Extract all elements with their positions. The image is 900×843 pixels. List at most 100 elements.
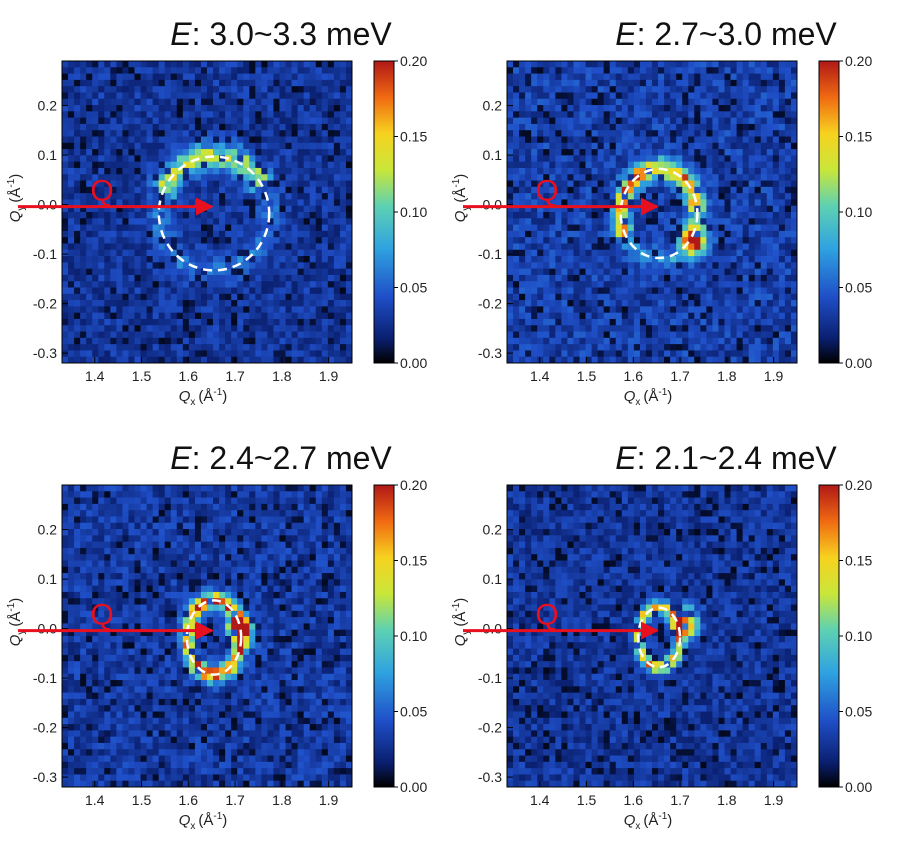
- heatmap-cell: [68, 92, 74, 99]
- heatmap-cell: [749, 250, 755, 257]
- heatmap-cell: [640, 61, 646, 68]
- heatmap-cell: [189, 105, 195, 112]
- heatmap-cell: [189, 325, 195, 332]
- heatmap-cell: [652, 332, 658, 339]
- heatmap-cell: [195, 86, 201, 93]
- heatmap-cell: [147, 130, 153, 137]
- heatmap-cell: [261, 332, 267, 339]
- heatmap-cell: [261, 105, 267, 112]
- heatmap-cell: [531, 137, 537, 144]
- heatmap-cell: [598, 92, 604, 99]
- heatmap-cell: [141, 516, 147, 523]
- heatmap-cell: [652, 80, 658, 87]
- heatmap-cell: [543, 155, 549, 162]
- heatmap-cell: [634, 181, 640, 188]
- heatmap-cell: [694, 357, 700, 364]
- heatmap-cell: [316, 491, 322, 498]
- heatmap-cell: [706, 269, 712, 276]
- heatmap-cell: [183, 269, 189, 276]
- heatmap-cell: [682, 332, 688, 339]
- heatmap-cell: [779, 225, 785, 232]
- heatmap-cell: [664, 294, 670, 301]
- heatmap-cell: [779, 130, 785, 137]
- heatmap-cell: [322, 313, 328, 320]
- heatmap-cell: [580, 332, 586, 339]
- heatmap-cell: [785, 300, 791, 307]
- heatmap-cell: [177, 504, 183, 511]
- heatmap-cell: [737, 332, 743, 339]
- heatmap-cell: [334, 313, 340, 320]
- heatmap-cell: [165, 237, 171, 244]
- heatmap-cell: [237, 504, 243, 511]
- heatmap-cell: [598, 250, 604, 257]
- heatmap-cell: [104, 498, 110, 505]
- heatmap-cell: [334, 61, 340, 68]
- heatmap-cell: [328, 319, 334, 326]
- heatmap-cell: [249, 212, 255, 219]
- heatmap-cell: [706, 206, 712, 213]
- heatmap-cell: [646, 92, 652, 99]
- heatmap-cell: [586, 294, 592, 301]
- heatmap-cell: [243, 105, 249, 112]
- heatmap-cell: [243, 143, 249, 150]
- heatmap-cell: [147, 485, 153, 492]
- heatmap-cell: [525, 149, 531, 156]
- heatmap-cell: [706, 111, 712, 118]
- heatmap-cell: [567, 149, 573, 156]
- heatmap-cell: [189, 269, 195, 276]
- heatmap-cell: [267, 357, 273, 364]
- heatmap-cell: [688, 306, 694, 313]
- heatmap-cell: [267, 344, 273, 351]
- heatmap-cell: [531, 143, 537, 150]
- heatmap-cell: [286, 491, 292, 498]
- heatmap-cell: [567, 275, 573, 282]
- heatmap-cell: [694, 250, 700, 257]
- heatmap-cell: [249, 231, 255, 238]
- heatmap-cell: [328, 344, 334, 351]
- heatmap-cell: [62, 262, 68, 269]
- heatmap-cell: [340, 256, 346, 263]
- heatmap-cell: [340, 338, 346, 345]
- heatmap-cell: [749, 206, 755, 213]
- heatmap-cell: [791, 212, 797, 219]
- heatmap-cell: [622, 319, 628, 326]
- heatmap-cell: [207, 350, 213, 357]
- heatmap-cell: [243, 491, 249, 498]
- heatmap-cell: [682, 262, 688, 269]
- x-tick-label: 1.9: [764, 368, 784, 384]
- heatmap-cell: [658, 237, 664, 244]
- heatmap-cell: [328, 149, 334, 156]
- heatmap-cell: [189, 118, 195, 125]
- heatmap-cell: [586, 99, 592, 106]
- heatmap-cell: [201, 504, 207, 511]
- heatmap-cell: [159, 325, 165, 332]
- heatmap-cell: [298, 344, 304, 351]
- heatmap-cell: [310, 124, 316, 131]
- heatmap-cell: [712, 99, 718, 106]
- heatmap-cell: [334, 306, 340, 313]
- heatmap-cell: [98, 74, 104, 81]
- heatmap-cell: [549, 262, 555, 269]
- y-axis-label-close: ): [452, 174, 469, 179]
- heatmap-cell: [718, 269, 724, 276]
- heatmap-cell: [286, 237, 292, 244]
- heatmap-cell: [731, 338, 737, 345]
- heatmap-cell: [749, 111, 755, 118]
- heatmap-cell: [62, 250, 68, 257]
- heatmap-cell: [628, 306, 634, 313]
- heatmap-cell: [700, 206, 706, 213]
- heatmap-cell: [743, 80, 749, 87]
- heatmap-cell: [249, 275, 255, 282]
- heatmap-cell: [628, 262, 634, 269]
- heatmap-cell: [658, 300, 664, 307]
- heatmap-cell: [586, 300, 592, 307]
- heatmap-cell: [616, 250, 622, 257]
- heatmap-cell: [767, 294, 773, 301]
- heatmap-cell: [658, 288, 664, 295]
- heatmap-cell: [104, 61, 110, 68]
- heatmap-cell: [219, 187, 225, 194]
- heatmap-cell: [80, 256, 86, 263]
- heatmap-cell: [749, 313, 755, 320]
- heatmap-cell: [141, 313, 147, 320]
- heatmap-cell: [640, 275, 646, 282]
